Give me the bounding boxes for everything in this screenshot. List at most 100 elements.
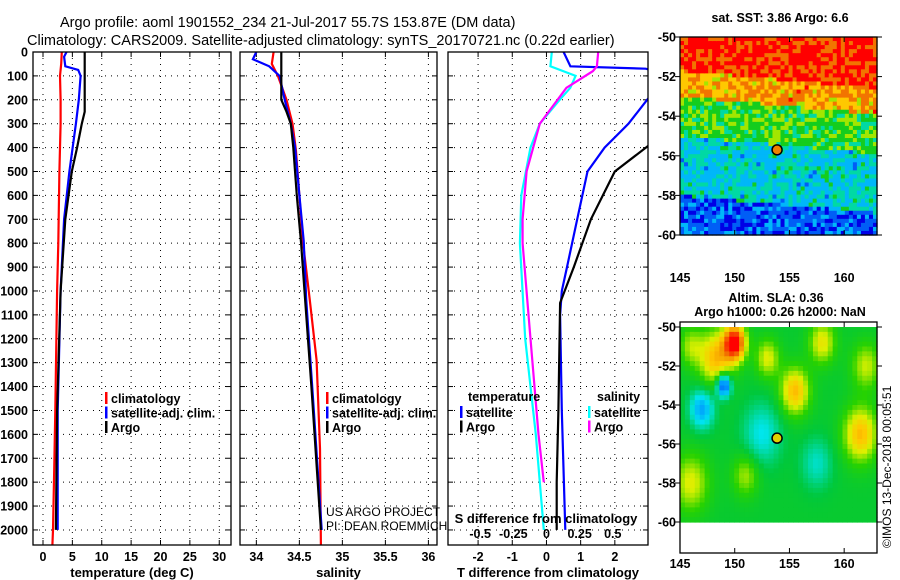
sla-cell (773, 419, 780, 426)
sst-cell (720, 65, 725, 70)
sla-cell (753, 400, 760, 406)
sst-cell (708, 150, 713, 155)
sla-cell (748, 351, 755, 357)
sla-cell (680, 375, 686, 382)
sst-cell (700, 125, 705, 131)
sst-cell (736, 65, 741, 70)
sst-cell (872, 158, 878, 163)
sla-cell (689, 517, 696, 523)
sla-cell (689, 366, 696, 372)
sst-cell (680, 101, 685, 107)
sla-cell (724, 409, 730, 416)
sst-cell (804, 113, 810, 119)
sla-cell (758, 351, 765, 357)
sla-cell (773, 458, 780, 465)
sst-cell (744, 142, 749, 147)
sst-cell (848, 190, 854, 196)
sla-cell (842, 380, 849, 387)
sst-cell (812, 69, 818, 74)
sst-cell (768, 41, 774, 46)
sst-cell (708, 198, 713, 204)
sla-cell (689, 414, 696, 421)
sla-cell (704, 463, 711, 469)
sst-cell (760, 113, 766, 119)
sst-cell (744, 186, 749, 192)
sla-cell (744, 361, 750, 367)
sst-cell (852, 138, 858, 143)
sst-cell (720, 198, 725, 204)
sst-cell (816, 81, 822, 87)
sst-cell (812, 45, 818, 50)
sla-cell (699, 492, 706, 499)
sla-cell (778, 414, 785, 421)
x-tick-label: 30 (212, 550, 226, 564)
sst-cell (696, 230, 701, 236)
sla-cell (827, 331, 834, 338)
legend-label: Argo (111, 421, 141, 435)
sst-cell (820, 138, 826, 143)
sst-cell (824, 174, 830, 180)
sst-cell (828, 113, 834, 119)
sst-cell (744, 81, 749, 87)
sst-cell (820, 69, 826, 74)
sst-cell (708, 93, 713, 99)
sla-cell (699, 473, 706, 479)
sla-cell (872, 439, 878, 445)
sla-cell (778, 390, 785, 396)
sst-cell (752, 146, 757, 151)
sst-cell (760, 125, 766, 131)
sla-cell (714, 502, 720, 508)
sst-cell (764, 81, 770, 87)
sla-cell (773, 448, 780, 455)
sst-cell (696, 174, 701, 180)
sla-cell (827, 380, 834, 387)
sst-cell (716, 206, 721, 212)
sst-cell (752, 49, 757, 54)
panel-frame (447, 51, 649, 546)
sst-cell (820, 93, 826, 99)
sst-cell (816, 101, 822, 107)
sst-cell (844, 162, 850, 167)
sla-cell (778, 517, 785, 523)
sst-map (675, 36, 882, 236)
sla-cell (729, 327, 735, 333)
sla-cell (748, 356, 755, 362)
sst-cell (856, 37, 862, 42)
sst-cell (720, 49, 725, 54)
sst-cell (692, 206, 697, 212)
sst-cell (720, 105, 725, 111)
sst-cell (764, 230, 770, 236)
sst-cell (740, 138, 745, 143)
sst-cell (784, 37, 790, 42)
sst-cell (708, 121, 713, 127)
sla-cell (808, 444, 814, 450)
sst-cell (788, 186, 794, 192)
sst-cell (748, 101, 753, 107)
sst-cell (772, 158, 778, 163)
sst-cell (752, 142, 757, 147)
sst-cell (788, 49, 794, 54)
sla-cell (768, 507, 775, 513)
sla-cell (822, 390, 829, 396)
sst-cell (796, 218, 802, 224)
sla-cell (724, 473, 730, 479)
sst-cell (740, 121, 745, 127)
sla-cell (680, 434, 686, 440)
sst-cell (756, 170, 762, 175)
sla-cell (748, 434, 755, 440)
sst-cell (712, 186, 717, 192)
sla-cell (817, 414, 824, 421)
sla-cell (719, 405, 725, 411)
sst-cell (844, 170, 850, 175)
sst-cell (740, 206, 745, 212)
sst-cell (684, 218, 689, 224)
sst-cell (840, 101, 846, 107)
sst-cell (748, 53, 753, 58)
sst-cell (812, 158, 818, 163)
sst-cell (800, 142, 806, 147)
sst-cell (856, 186, 862, 192)
sst-cell (856, 166, 862, 171)
sst-cell (740, 45, 745, 50)
sst-cell (820, 57, 826, 62)
sst-cell (788, 73, 794, 79)
